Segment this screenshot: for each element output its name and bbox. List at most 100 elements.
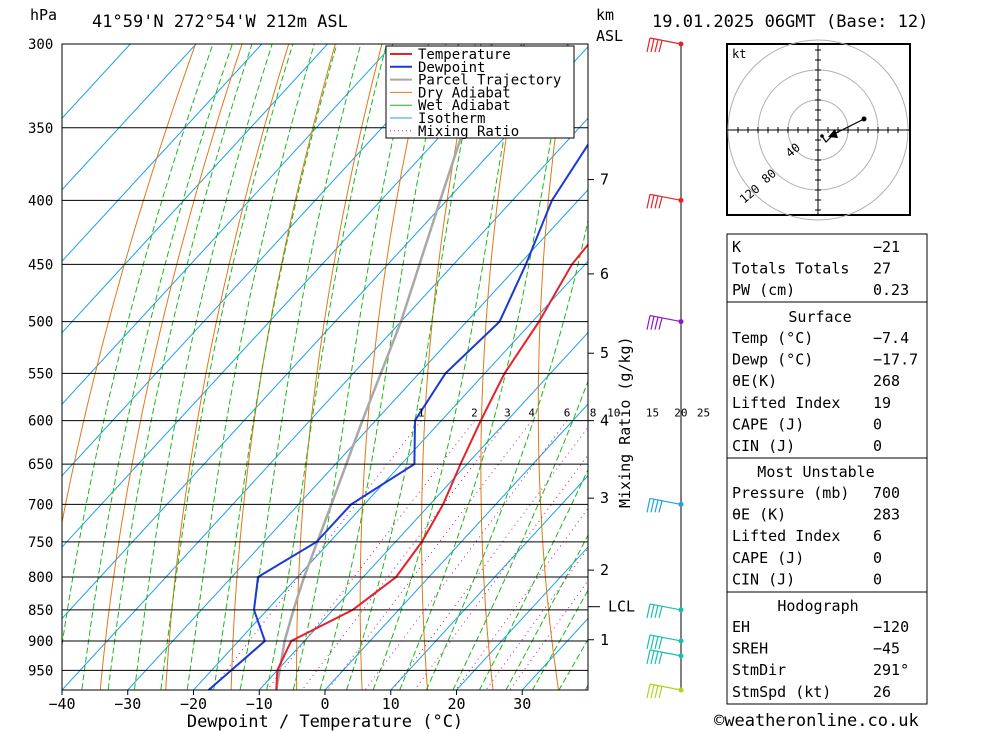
- mixing-ratio-axis-title: Mixing Ratio (g/kg): [616, 336, 634, 508]
- km-tick-label: 4: [600, 412, 609, 430]
- wet-adiabat-line: [133, 44, 273, 690]
- wind-barb-feather: [650, 604, 655, 619]
- wind-barb-feather: [658, 500, 663, 513]
- x-tick-label: −30: [114, 695, 141, 713]
- wind-barb: [646, 649, 682, 665]
- wet-adiabat-line: [372, 44, 522, 690]
- index-value: −45: [873, 640, 900, 658]
- index-label: Lifted Index: [732, 394, 840, 412]
- isotherm-line: [258, 331, 588, 690]
- wind-barb-feather: [646, 315, 651, 330]
- mixing-ratio-labels: 1 2 3 4 6 8 10 15 20 25: [418, 407, 710, 420]
- dry-adiabat-line: [230, 44, 336, 690]
- wind-barb: [646, 603, 682, 619]
- wind-barb: [646, 634, 682, 650]
- wind-barb-feather: [654, 317, 659, 330]
- wind-barb-shaft: [649, 314, 682, 323]
- copyright-footer: ©weatheronline.co.uk: [714, 711, 919, 731]
- wet-adiabat-line: [399, 44, 568, 690]
- surface-indices: Temp (°C) −7.4 Dewp (°C) −17.7 θE(K) 268 Lifte…: [732, 329, 918, 455]
- wind-barb: [646, 37, 682, 53]
- mixing-ratio-label: 4: [528, 407, 535, 420]
- index-label: Pressure (mb): [732, 484, 849, 502]
- mixing-ratio-label: 10: [607, 407, 620, 420]
- index-label: StmDir: [732, 661, 786, 679]
- wind-barb: [646, 314, 682, 330]
- wind-barb-feather: [654, 195, 659, 209]
- index-label: Temp (°C): [732, 329, 813, 347]
- datetime-title: 19.01.2025 06GMT (Base: 12): [652, 12, 928, 32]
- mixing-ratio-label: 6: [564, 407, 571, 420]
- index-value: 700: [873, 484, 900, 502]
- index-value: 0: [873, 415, 882, 433]
- index-label: Lifted Index: [732, 527, 840, 545]
- hodograph-trace: [821, 118, 865, 143]
- wind-barb-feather: [650, 499, 655, 513]
- index-label: CIN (J): [732, 437, 795, 455]
- index-label: StmSpd (kt): [732, 683, 831, 701]
- km-tick-label: 2: [600, 561, 609, 579]
- wind-barb: [646, 193, 682, 209]
- most-unstable-indices: Pressure (mb) 700 θE (K) 283 Lifted Index 6 CA…: [732, 484, 900, 588]
- pressure-tick-label: 900: [28, 634, 53, 650]
- dry-adiabat-line: [941, 44, 1000, 698]
- lcl-label: LCL: [608, 598, 635, 616]
- wind-barb-feather: [646, 634, 651, 650]
- wind-barb-feather: [650, 194, 655, 209]
- isotherm-line: [455, 546, 588, 690]
- wind-barb-feather: [646, 603, 651, 619]
- wind-barb-feather: [658, 317, 663, 330]
- mixing-ratio-label: 1: [418, 407, 425, 420]
- wind-barb-feather: [658, 686, 663, 699]
- x-tick-label: 20: [447, 695, 465, 713]
- index-label: CAPE (J): [732, 415, 804, 433]
- legend-label: Parcel Trajectory: [418, 73, 561, 89]
- isotherm-line: [324, 403, 588, 690]
- wet-adiabat-line: [478, 468, 588, 690]
- wind-barb-shaft: [649, 497, 682, 505]
- x-tick-label: 30: [513, 695, 531, 713]
- legend-box: [385, 45, 575, 139]
- index-label: EH: [732, 618, 750, 636]
- index-tables: K −21 Totals Totals 27 PW (cm) 0.23 Surface Tem…: [726, 233, 928, 705]
- x-tick-label: −10: [246, 695, 273, 713]
- general-indices: K −21 Totals Totals 27 PW (cm) 0.23: [732, 238, 909, 299]
- wind-barb-shaft: [649, 603, 682, 611]
- isotherm-line: [62, 44, 329, 334]
- mixing-ratio-line: [364, 420, 568, 690]
- index-value: −17.7: [873, 351, 918, 369]
- mixing-ratio-line: [266, 420, 475, 690]
- index-value: 19: [873, 394, 891, 412]
- asl-unit-label: ASL: [596, 27, 623, 45]
- x-tick-label: 0: [320, 695, 329, 713]
- mixing-ratio-label: 2: [471, 407, 478, 420]
- km-tick-label: 7: [600, 171, 609, 189]
- pressure-tick-label: 950: [28, 663, 53, 679]
- index-label: PW (cm): [732, 281, 795, 299]
- pressure-tick-label: 850: [28, 603, 53, 619]
- index-label: θE (K): [732, 506, 786, 524]
- hpa-unit-label: hPa: [30, 6, 57, 24]
- surface-title: Surface: [788, 308, 851, 326]
- mixing-ratio-line: [301, 420, 508, 690]
- dry-adiabat-line: [648, 44, 692, 698]
- index-value: −7.4: [873, 329, 909, 347]
- mixing-ratio-line: [210, 420, 422, 690]
- wind-barb-feather: [654, 39, 659, 53]
- km-tick-label: 1: [600, 631, 609, 649]
- wind-barb-shaft: [649, 683, 682, 691]
- mixing-ratio-line: [485, 547, 588, 690]
- wind-barb-feather: [650, 38, 655, 53]
- wind-barb-feather: [658, 606, 663, 619]
- index-value: 26: [873, 683, 891, 701]
- wind-barb-shaft: [649, 649, 682, 657]
- index-value: 27: [873, 260, 891, 278]
- wind-barb-feather: [658, 637, 663, 650]
- wet-adiabat-line: [531, 589, 588, 690]
- isotherm-line: [62, 44, 197, 191]
- wind-barb-feather: [650, 316, 655, 330]
- index-value: 0: [873, 437, 882, 455]
- index-label: CIN (J): [732, 570, 795, 588]
- wind-barb-feather: [646, 683, 651, 699]
- index-label: Totals Totals: [732, 260, 849, 278]
